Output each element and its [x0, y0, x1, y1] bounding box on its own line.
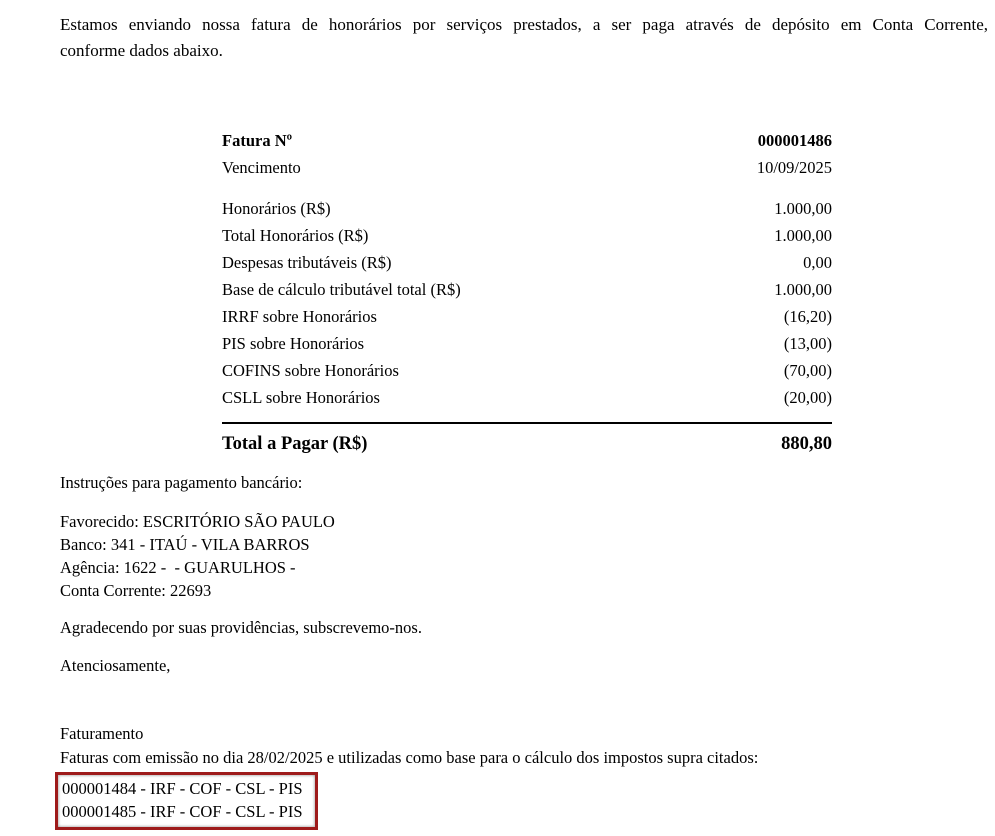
row-label: Total Honorários (R$) — [222, 226, 369, 245]
invoice-number-row: Fatura Nº 000001486 — [222, 127, 832, 154]
beneficiary-line: Favorecido: ESCRITÓRIO SÃO PAULO — [60, 512, 335, 531]
due-date-row: Vencimento 10/09/2025 — [222, 154, 832, 181]
invoice-number-label: Fatura Nº — [222, 131, 293, 150]
highlighted-invoice-line: 000001484 - IRF - COF - CSL - PIS — [62, 779, 303, 798]
row-label: PIS sobre Honorários — [222, 334, 365, 353]
row-value: (70,00) — [783, 361, 832, 380]
total-label: Total a Pagar (R$) — [222, 434, 368, 454]
due-date-label: Vencimento — [222, 158, 301, 177]
agency-line: Agência: 1622 - - GUARULHOS - — [60, 558, 296, 577]
intro-line-2: conforme dados abaixo. — [60, 41, 223, 60]
highlight-box: 000001484 - IRF - COF - CSL - PIS 000001… — [55, 772, 318, 830]
highlighted-invoice-line: 000001485 - IRF - COF - CSL - PIS — [62, 802, 303, 821]
footer-block: Faturamento Faturas com emissão no dia 2… — [55, 722, 759, 830]
due-date-value: 10/09/2025 — [756, 158, 832, 177]
table-row: IRRF sobre Honorários (16,20) — [222, 303, 832, 330]
table-row: Despesas tributáveis (R$) 0,00 — [222, 249, 832, 276]
department-line: Faturamento — [60, 724, 144, 743]
intro-line-1: Estamos enviando nossa fatura de honorár… — [60, 15, 988, 34]
table-row: CSLL sobre Honorários (20,00) — [222, 384, 832, 411]
table-row: Total Honorários (R$) 1.000,00 — [222, 222, 832, 249]
row-label: Despesas tributáveis (R$) — [222, 253, 392, 272]
account-line: Conta Corrente: 22693 — [60, 581, 212, 600]
row-label: CSLL sobre Honorários — [222, 388, 380, 407]
row-value: (13,00) — [783, 334, 832, 353]
payment-instructions-title: Instruções para pagamento bancário: — [60, 473, 303, 492]
thanks-line: Agradecendo por suas providências, subsc… — [60, 618, 422, 637]
invoice-basis-note: Faturas com emissão no dia 28/02/2025 e … — [60, 748, 759, 767]
row-label: Honorários (R$) — [222, 199, 331, 218]
table-row: Base de cálculo tributável total (R$) 1.… — [222, 276, 832, 303]
table-row: PIS sobre Honorários (13,00) — [222, 330, 832, 357]
total-value: 880,80 — [781, 434, 832, 454]
table-row: Honorários (R$) 1.000,00 — [222, 195, 832, 222]
row-value: 0,00 — [803, 253, 832, 272]
payment-instructions: Instruções para pagamento bancário: Favo… — [60, 471, 335, 602]
invoice-number-value: 000001486 — [757, 131, 832, 150]
row-value: (16,20) — [783, 307, 832, 326]
table-row: COFINS sobre Honorários (70,00) — [222, 357, 832, 384]
row-label: IRRF sobre Honorários — [222, 307, 377, 326]
row-label: COFINS sobre Honorários — [222, 361, 399, 380]
invoice-summary-table: Fatura Nº 000001486 Vencimento 10/09/202… — [222, 127, 832, 460]
row-value: 1.000,00 — [774, 199, 832, 218]
total-row: Total a Pagar (R$) 880,80 — [222, 428, 832, 460]
row-value: 1.000,00 — [774, 280, 832, 299]
row-label: Base de cálculo tributável total (R$) — [222, 280, 461, 299]
intro-paragraph: Estamos enviando nossa fatura de honorár… — [60, 12, 988, 64]
row-value: (20,00) — [783, 388, 832, 407]
regards-line: Atenciosamente, — [60, 656, 171, 675]
row-value: 1.000,00 — [774, 226, 832, 245]
bank-line: Banco: 341 - ITAÚ - VILA BARROS — [60, 535, 310, 554]
total-divider-line — [222, 422, 832, 424]
